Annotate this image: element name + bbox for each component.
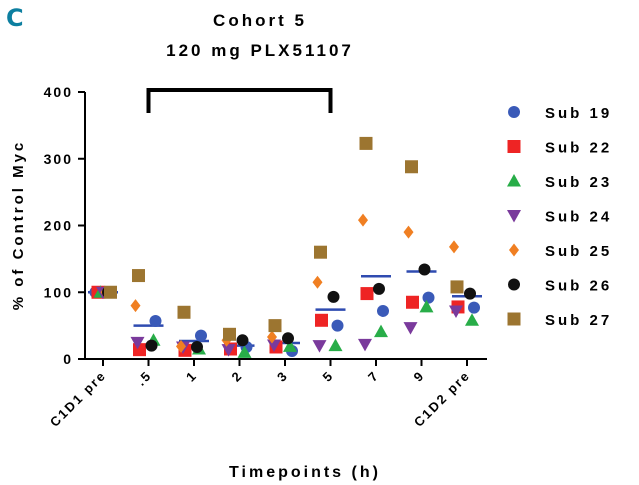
legend-marker <box>507 312 521 326</box>
time-bracket <box>146 88 333 113</box>
data-point <box>176 339 186 353</box>
data-point <box>223 327 236 341</box>
data-point <box>191 340 203 353</box>
y-tick-label: 400 <box>44 84 73 100</box>
data-point <box>145 339 158 352</box>
y-tick-label: 100 <box>44 284 73 300</box>
data-point <box>312 340 327 353</box>
x-axis-label: Timepoints (h) <box>229 464 381 481</box>
x-tick-label: 5 <box>319 368 336 385</box>
chart-title: Cohort 5 <box>213 11 307 30</box>
data-point <box>358 338 372 352</box>
data-point <box>377 304 389 317</box>
legend-marker <box>508 106 520 118</box>
data-point <box>358 213 368 227</box>
data-point <box>403 225 414 239</box>
bracket-line <box>146 88 333 113</box>
x-tick-label: 7 <box>365 368 382 385</box>
legend-label: Sub 27 <box>545 312 612 329</box>
legend-marker <box>508 278 520 291</box>
data-point <box>449 240 459 254</box>
data-point <box>221 344 236 357</box>
data-point <box>359 136 373 150</box>
data-point <box>328 338 343 352</box>
data-point <box>104 285 117 299</box>
data-point <box>237 345 252 358</box>
legend-marker <box>507 140 521 153</box>
x-tick-label: 3 <box>274 368 291 385</box>
data-point <box>149 314 162 327</box>
legend-label: Sub 19 <box>545 105 612 122</box>
data-point <box>373 282 385 295</box>
legend-marker <box>509 243 519 257</box>
data-point <box>374 324 388 338</box>
y-tick-label: 300 <box>44 151 73 167</box>
data-point <box>267 339 281 352</box>
legend-label: Sub 24 <box>545 209 612 226</box>
legend-marker <box>507 174 521 187</box>
data-point <box>418 263 431 276</box>
data-point <box>268 319 282 333</box>
data-point <box>449 305 463 318</box>
x-tick-label: 1 <box>183 368 200 385</box>
data-point <box>327 290 340 303</box>
legend-label: Sub 23 <box>545 174 612 191</box>
data-point <box>468 301 480 314</box>
data-point <box>177 305 191 319</box>
data-point <box>236 334 249 347</box>
data-point <box>314 245 327 259</box>
x-tick-label: .5 <box>134 368 155 389</box>
chart-subtitle: 120 mg PLX51107 <box>166 41 354 60</box>
data-point <box>130 299 141 313</box>
y-tick-label: 200 <box>44 218 73 234</box>
data-point <box>312 275 323 289</box>
data-point <box>132 269 145 283</box>
x-tick-label: 2 <box>228 368 245 385</box>
data-point <box>406 295 419 309</box>
legend-label: Sub 26 <box>545 278 612 295</box>
data-point <box>283 339 297 352</box>
y-axis-label: % of Control Myc <box>10 140 27 311</box>
legend-label: Sub 22 <box>545 140 612 157</box>
data-point <box>464 287 476 300</box>
legend-marker <box>507 210 521 223</box>
data-point <box>331 319 344 332</box>
data-point <box>419 299 434 313</box>
data-point <box>405 160 418 174</box>
data-point <box>422 291 435 304</box>
data-point <box>267 330 277 344</box>
data-point <box>450 280 464 294</box>
data-point <box>195 329 207 342</box>
y-tick-label: 0 <box>63 351 73 367</box>
data-point <box>465 313 479 326</box>
data-point <box>403 322 418 335</box>
legend-label: Sub 25 <box>545 243 612 260</box>
data-point <box>130 336 145 350</box>
x-tick-label: C1D1 pre <box>47 368 109 430</box>
data-point <box>315 313 328 327</box>
panel-letter: C <box>6 4 24 32</box>
data-point <box>282 332 294 345</box>
data-point <box>360 287 374 301</box>
data-points <box>89 136 480 358</box>
x-tick-label: 9 <box>410 368 427 385</box>
legend: Sub 19 Sub 22 Sub 23 Sub 24 Sub 25 Sub 26 Sub … <box>507 105 612 329</box>
